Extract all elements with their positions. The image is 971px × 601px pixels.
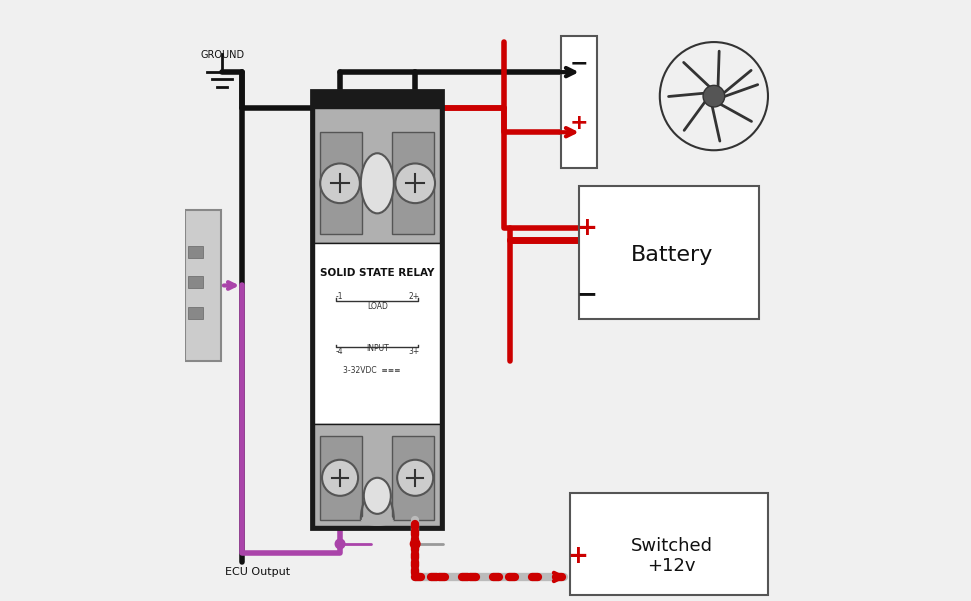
FancyBboxPatch shape <box>560 36 597 168</box>
FancyBboxPatch shape <box>315 424 441 526</box>
FancyBboxPatch shape <box>320 132 362 234</box>
Text: INPUT: INPUT <box>366 344 388 353</box>
FancyArrowPatch shape <box>718 51 720 89</box>
Ellipse shape <box>361 514 394 526</box>
Circle shape <box>703 85 724 107</box>
Circle shape <box>397 460 433 496</box>
FancyArrowPatch shape <box>719 103 752 121</box>
FancyBboxPatch shape <box>315 108 441 243</box>
FancyBboxPatch shape <box>570 493 768 595</box>
FancyBboxPatch shape <box>315 243 441 424</box>
FancyBboxPatch shape <box>579 186 759 319</box>
FancyArrowPatch shape <box>684 63 711 88</box>
Circle shape <box>411 539 420 549</box>
Text: ECU Output: ECU Output <box>224 567 289 577</box>
Circle shape <box>335 539 345 549</box>
Text: −: − <box>576 282 597 307</box>
Ellipse shape <box>364 478 391 514</box>
Text: SOLID STATE RELAY: SOLID STATE RELAY <box>320 269 434 278</box>
FancyBboxPatch shape <box>188 246 203 258</box>
Text: 3+: 3+ <box>408 347 419 356</box>
Ellipse shape <box>361 153 394 213</box>
FancyArrowPatch shape <box>669 93 706 97</box>
FancyBboxPatch shape <box>392 436 434 520</box>
FancyBboxPatch shape <box>312 90 444 529</box>
Text: 2+: 2+ <box>408 292 419 300</box>
Text: +: + <box>567 544 587 568</box>
FancyArrowPatch shape <box>722 70 752 94</box>
Circle shape <box>322 460 358 496</box>
Text: Switched
+12v: Switched +12v <box>631 537 713 575</box>
Text: -4: -4 <box>335 347 343 356</box>
FancyBboxPatch shape <box>392 132 434 234</box>
FancyArrowPatch shape <box>712 104 720 141</box>
Text: −: − <box>569 53 588 73</box>
Text: LOAD: LOAD <box>367 302 387 311</box>
FancyBboxPatch shape <box>320 436 362 520</box>
FancyBboxPatch shape <box>188 276 203 288</box>
FancyArrowPatch shape <box>722 85 757 97</box>
Text: +: + <box>576 216 597 240</box>
FancyBboxPatch shape <box>185 210 221 361</box>
FancyArrowPatch shape <box>685 100 707 130</box>
Text: GROUND: GROUND <box>200 50 245 60</box>
Text: -1: -1 <box>335 292 343 300</box>
FancyBboxPatch shape <box>188 307 203 319</box>
Text: +: + <box>569 113 588 133</box>
Text: Battery: Battery <box>630 245 713 266</box>
Circle shape <box>320 163 360 203</box>
Circle shape <box>395 163 435 203</box>
Text: 3-32VDC  ≡≡≡: 3-32VDC ≡≡≡ <box>343 367 400 375</box>
